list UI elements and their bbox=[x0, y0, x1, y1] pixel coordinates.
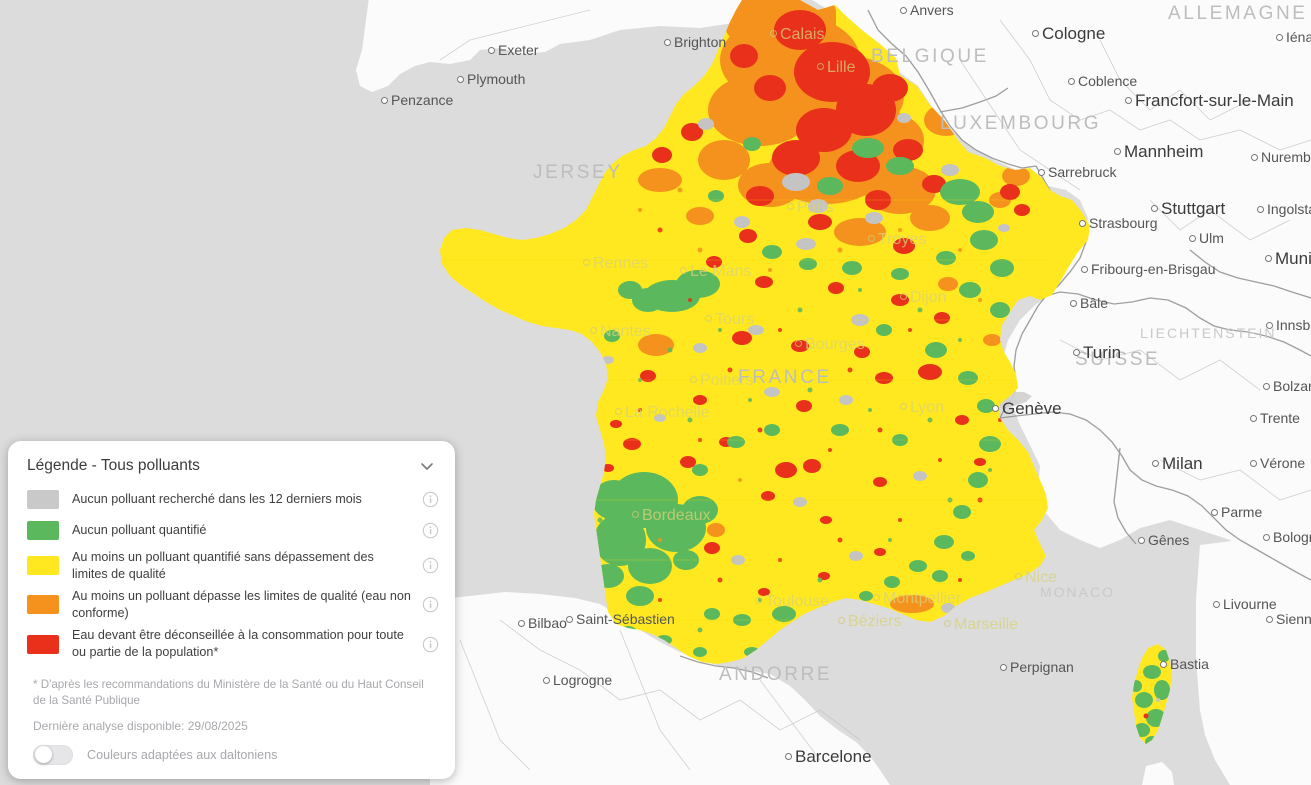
colorblind-toggle-row[interactable]: Couleurs adaptées aux daltoniens bbox=[8, 733, 455, 765]
colorblind-toggle[interactable] bbox=[33, 744, 73, 765]
legend-item-label: Au moins un polluant quantifié sans dépa… bbox=[72, 550, 374, 581]
legend-panel[interactable]: Légende - Tous polluants Aucun polluant … bbox=[8, 441, 455, 779]
legend-item-label: Aucun polluant quantifié bbox=[72, 523, 207, 538]
legend-color-swatch bbox=[27, 490, 59, 509]
legend-item-label: Au moins un polluant dépasse les limites… bbox=[72, 589, 411, 620]
legend-item[interactable]: Au moins un polluant dépasse les limites… bbox=[8, 585, 455, 624]
legend-color-swatch bbox=[27, 556, 59, 576]
legend-color-swatch bbox=[27, 595, 59, 615]
legend-footnote: * D'après les recommandations du Ministè… bbox=[33, 677, 424, 707]
legend-item-label: Aucun polluant recherché dans les 12 der… bbox=[72, 492, 362, 507]
toggle-knob bbox=[34, 746, 52, 764]
info-icon[interactable] bbox=[422, 596, 439, 613]
legend-item[interactable]: Au moins un polluant quantifié sans dépa… bbox=[8, 546, 455, 585]
info-icon[interactable] bbox=[422, 491, 439, 508]
info-icon[interactable] bbox=[422, 557, 439, 574]
info-icon[interactable] bbox=[422, 522, 439, 539]
info-icon[interactable] bbox=[422, 636, 439, 653]
last-analysis-date: Dernière analyse disponible: 29/08/2025 bbox=[33, 718, 248, 733]
legend-title: Légende - Tous polluants bbox=[27, 457, 200, 474]
legend-item[interactable]: Aucun polluant recherché dans les 12 der… bbox=[8, 484, 455, 515]
legend-item[interactable]: Aucun polluant quantifié bbox=[8, 515, 455, 546]
colorblind-toggle-label: Couleurs adaptées aux daltoniens bbox=[87, 747, 278, 762]
legend-header[interactable]: Légende - Tous polluants bbox=[8, 441, 455, 484]
corsica-choropleth bbox=[1132, 644, 1172, 744]
legend-color-swatch bbox=[27, 634, 59, 654]
legend-item-list: Aucun polluant recherché dans les 12 der… bbox=[8, 484, 455, 666]
legend-color-swatch bbox=[27, 521, 59, 540]
chevron-down-icon[interactable] bbox=[417, 456, 437, 476]
legend-item-label: Eau devant être déconseillée à la consom… bbox=[72, 628, 404, 660]
legend-item[interactable]: Eau devant être déconseillée à la consom… bbox=[8, 624, 455, 663]
